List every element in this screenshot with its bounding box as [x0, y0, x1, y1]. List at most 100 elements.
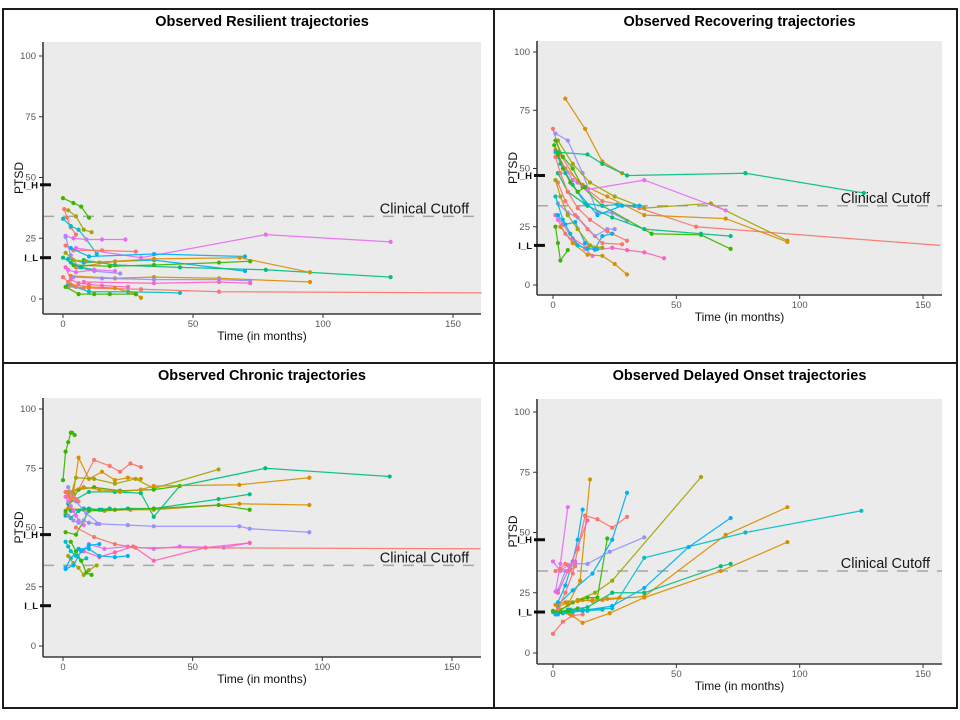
- data-point: [617, 595, 622, 600]
- data-point: [578, 578, 583, 583]
- data-point: [587, 217, 593, 222]
- data-point: [216, 502, 221, 508]
- data-point: [568, 567, 573, 572]
- data-point: [66, 279, 71, 285]
- data-point: [151, 262, 157, 268]
- data-point: [151, 251, 157, 257]
- data-point: [247, 526, 252, 531]
- data-point: [610, 590, 615, 595]
- data-point: [558, 609, 563, 615]
- data-point: [216, 467, 221, 472]
- data-point: [570, 166, 575, 171]
- y-tick-label: 100: [514, 47, 530, 58]
- data-point: [99, 283, 105, 288]
- panel-title-recovering: Observed Recovering trajectories: [623, 14, 856, 30]
- data-point: [133, 292, 138, 297]
- data-point: [728, 246, 733, 251]
- horizontal-divider-2: [495, 362, 956, 364]
- y-tick-label: 100: [20, 51, 36, 62]
- data-point: [563, 222, 568, 227]
- data-point: [247, 507, 252, 512]
- data-point: [575, 189, 580, 194]
- panel-delayed-onset: Observed Delayed Onset trajectories 0 50 1…: [495, 364, 956, 707]
- trajectory-line: [62, 197, 90, 218]
- data-point: [63, 250, 68, 255]
- data-point: [151, 281, 157, 286]
- data-point: [71, 518, 76, 523]
- data-point: [728, 233, 733, 239]
- data-point: [563, 199, 568, 204]
- data-point: [587, 477, 593, 482]
- data-point: [728, 561, 733, 566]
- data-point: [216, 496, 221, 502]
- trajectory-line: [557, 514, 628, 610]
- data-point: [151, 483, 156, 489]
- data-point: [66, 485, 71, 490]
- data-point: [558, 171, 563, 176]
- data-point: [580, 507, 585, 512]
- data-point: [563, 96, 568, 101]
- data-point: [112, 541, 117, 547]
- data-point: [68, 224, 73, 229]
- intercept-label-i_h: I_H: [23, 530, 38, 541]
- y-tick-label: 0: [31, 641, 36, 652]
- vertical-divider: [493, 10, 495, 362]
- x-axis-title: Time (in months): [695, 679, 785, 693]
- trajectory-line: [65, 485, 180, 512]
- x-tick-label: 0: [550, 300, 555, 311]
- data-point: [112, 507, 117, 512]
- data-point: [590, 597, 595, 603]
- intercept-label-i_h: I_H: [23, 180, 38, 191]
- trajectory-line: [559, 226, 628, 275]
- data-point: [565, 189, 570, 194]
- x-tick-label: 100: [792, 300, 808, 311]
- data-point: [558, 194, 563, 199]
- data-point: [151, 558, 156, 563]
- data-point: [68, 539, 73, 544]
- data-point: [743, 530, 748, 535]
- data-point: [94, 251, 99, 257]
- data-point: [592, 246, 598, 251]
- data-point: [642, 594, 647, 599]
- data-point: [125, 523, 130, 528]
- data-point: [86, 489, 92, 495]
- data-point: [642, 590, 647, 595]
- data-point: [99, 276, 105, 281]
- chart-delayed-onset: 0 50 100 150 0 25 50 75 100 I_H I_L Clinical Cutoff…: [506, 399, 942, 693]
- data-point: [248, 259, 253, 264]
- data-point: [743, 171, 748, 176]
- data-point: [73, 532, 79, 537]
- data-point: [117, 469, 123, 474]
- data-point: [66, 513, 71, 518]
- data-point: [84, 511, 89, 516]
- data-point: [570, 571, 575, 576]
- data-point: [66, 544, 71, 549]
- data-point: [388, 239, 393, 244]
- data-point: [86, 284, 92, 289]
- plot-area: [43, 398, 481, 657]
- data-point: [216, 279, 222, 285]
- data-point: [138, 476, 143, 482]
- data-point: [555, 213, 561, 218]
- plot-area: [537, 41, 942, 295]
- data-point: [582, 240, 588, 246]
- data-point: [568, 231, 573, 236]
- trajectory-line: [552, 613, 583, 635]
- data-point: [558, 566, 563, 571]
- data-point: [585, 252, 590, 257]
- data-point: [237, 255, 242, 260]
- trajectory-line: [68, 269, 116, 273]
- x-tick-label: 150: [915, 669, 931, 680]
- x-tick-label: 0: [550, 669, 555, 680]
- data-point: [76, 455, 81, 460]
- data-point: [216, 260, 222, 265]
- data-point: [307, 270, 313, 275]
- data-point: [585, 595, 590, 600]
- trajectory-line: [557, 151, 864, 194]
- data-point: [71, 258, 76, 263]
- data-point: [73, 553, 79, 559]
- trajectory-line: [564, 98, 623, 174]
- trajectory-line: [67, 209, 92, 233]
- trajectory-line: [555, 132, 628, 222]
- intercept-label-i_l: I_L: [518, 608, 532, 619]
